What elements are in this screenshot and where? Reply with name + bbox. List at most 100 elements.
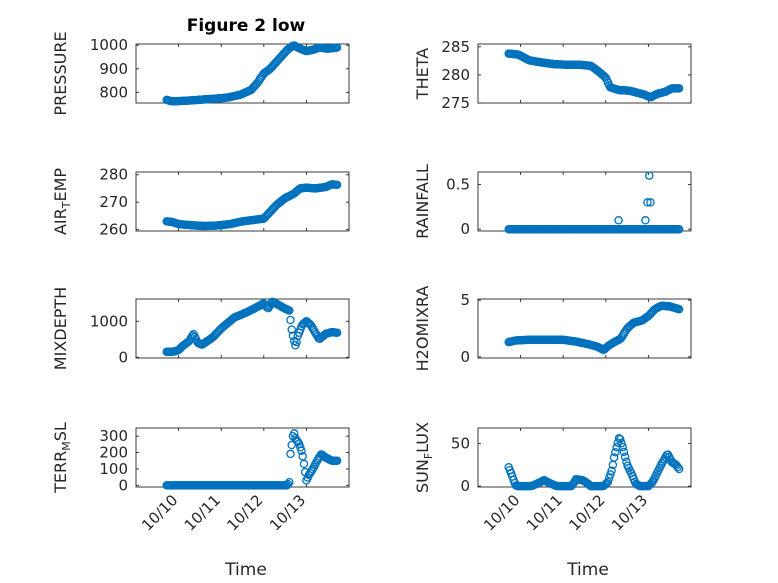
x-tick-label: 10/11	[523, 491, 566, 534]
x-tick-label: 10/10	[480, 491, 523, 534]
y-tick-label: 0	[460, 348, 470, 366]
y-tick-label: 0	[118, 348, 128, 366]
y-axis-label: RAINFALL	[413, 164, 432, 239]
data-point	[609, 453, 619, 462]
y-axis-label-tail: LUX	[413, 422, 432, 453]
x-tick-label: 10/13	[266, 491, 309, 534]
y-axis-label-main: SUN	[413, 459, 432, 493]
y-tick-label: 280	[99, 166, 128, 184]
y-tick-label: 0.5	[446, 176, 470, 194]
y-tick-label: 275	[441, 94, 470, 112]
axes-frame	[477, 171, 692, 232]
data-point	[674, 224, 684, 234]
data-point	[607, 466, 616, 475]
data-point	[603, 477, 613, 486]
panel-theta: 275 280 285 THETA	[413, 38, 692, 112]
data-point	[615, 434, 625, 444]
y-tick-label: 50	[451, 434, 470, 452]
y-tick-label: 800	[99, 83, 128, 101]
y-tick-label: 0	[118, 476, 128, 494]
data-point	[614, 433, 624, 443]
y-axis-label: AIRTEMP	[51, 168, 73, 235]
data-point	[292, 337, 301, 347]
y-axis-label: TERRMSL	[51, 422, 73, 494]
y-tick-label: 1000	[90, 312, 128, 330]
axes-frame	[477, 298, 692, 359]
y-tick-label: 200	[99, 444, 128, 462]
y-axis-label-tail: SL	[51, 422, 70, 441]
data-point	[286, 449, 295, 459]
y-tick-label: 0	[460, 220, 470, 238]
y-axis-label-main: TERR	[51, 451, 70, 494]
data-point	[287, 325, 296, 334]
data-point	[299, 319, 309, 328]
data-point	[674, 304, 684, 314]
y-tick-label: 100	[99, 460, 128, 478]
x-axis-label-right: Time	[566, 560, 609, 580]
x-tick-label: 10/11	[181, 491, 224, 534]
y-axis-label: MIXDEPTH	[51, 287, 70, 370]
panel-rainfall: 0 0.5 RAINFALL	[413, 164, 692, 239]
x-tick-label: 10/12	[223, 491, 266, 534]
data-point	[299, 459, 309, 469]
y-tick-label: 0	[460, 477, 470, 495]
data-point	[617, 438, 626, 448]
y-axis-label: SUNFLUX	[413, 422, 435, 493]
x-axis-label-left: Time	[224, 560, 267, 580]
y-axis-label-main: PRESSURE	[51, 31, 70, 115]
data-point	[261, 301, 271, 311]
y-tick-label: 280	[441, 66, 470, 84]
data-point	[674, 84, 684, 93]
y-tick-label: 1000	[90, 36, 128, 54]
data-point	[285, 306, 294, 315]
data-point	[611, 447, 620, 457]
data-point	[643, 198, 652, 207]
y-tick-label: 300	[99, 427, 128, 445]
data-point	[300, 318, 310, 327]
panel-pressure: 800 900 1000 PRESSURE	[51, 31, 350, 116]
data-point	[286, 315, 295, 325]
y-tick-label: 260	[99, 221, 128, 239]
figure-title: Figure 2 low	[187, 16, 306, 36]
panel-air-temp: 260 270 280 AIRTEMP	[51, 166, 350, 239]
y-axis-label-main: RAINFALL	[413, 164, 432, 239]
data-point	[332, 328, 342, 338]
y-axis-label: PRESSURE	[51, 31, 70, 115]
data-point	[618, 442, 627, 452]
y-axis-label: H2OMIXRA	[413, 286, 432, 372]
data-point	[619, 447, 629, 457]
data-point	[307, 321, 316, 331]
data-point	[641, 216, 650, 225]
y-tick-label: 900	[99, 60, 128, 78]
y-axis-label-subscript: M	[60, 441, 73, 451]
x-tick-label: 10/12	[565, 491, 608, 534]
y-tick-label: 285	[441, 38, 470, 56]
data-point	[646, 198, 655, 207]
data-point	[673, 463, 683, 472]
data-point	[297, 446, 306, 456]
y-axis-label-main: H2OMIXRA	[413, 286, 432, 372]
y-tick-label: 270	[99, 193, 128, 211]
y-axis-label-main: MIXDEPTH	[51, 287, 70, 370]
y-tick-label: 5	[460, 291, 470, 309]
data-point	[283, 479, 293, 489]
y-axis-label-main: AIR	[51, 208, 70, 235]
y-axis-label-main: THETA	[413, 48, 432, 100]
data-point	[606, 470, 615, 479]
y-axis-label-subscript: F	[422, 453, 435, 459]
data-point	[674, 464, 684, 474]
data-point	[645, 171, 654, 180]
data-point	[604, 473, 614, 483]
data-point	[285, 477, 294, 487]
data-point	[620, 452, 630, 462]
data-point	[601, 480, 610, 489]
x-tick-label: 10/10	[138, 491, 181, 534]
data-point	[332, 180, 342, 190]
y-axis-label: THETA	[413, 48, 432, 100]
data-point	[332, 43, 342, 52]
data-point	[332, 456, 342, 466]
data-point	[647, 478, 657, 487]
axes-frame	[135, 427, 350, 488]
